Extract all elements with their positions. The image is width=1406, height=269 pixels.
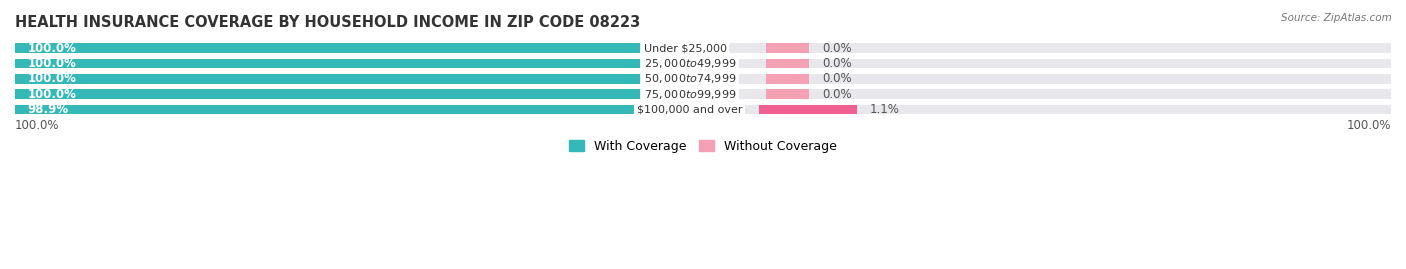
Bar [15,89,641,99]
Bar [15,105,1391,114]
Text: 100.0%: 100.0% [28,72,76,85]
Text: 1.1%: 1.1% [870,103,900,116]
Text: Under $25,000: Under $25,000 [644,43,727,53]
Bar [759,105,858,114]
Text: 100.0%: 100.0% [28,42,76,55]
Bar [765,89,810,99]
Text: 0.0%: 0.0% [823,72,852,85]
Text: 100.0%: 100.0% [1347,119,1391,132]
Text: 0.0%: 0.0% [823,57,852,70]
Text: HEALTH INSURANCE COVERAGE BY HOUSEHOLD INCOME IN ZIP CODE 08223: HEALTH INSURANCE COVERAGE BY HOUSEHOLD I… [15,15,640,30]
Legend: With Coverage, Without Coverage: With Coverage, Without Coverage [564,135,842,158]
Bar [15,59,1391,68]
Bar [15,89,1391,99]
Text: 100.0%: 100.0% [28,88,76,101]
Bar [15,43,1391,53]
Text: 98.9%: 98.9% [28,103,69,116]
Text: 100.0%: 100.0% [15,119,59,132]
Bar [15,43,641,53]
Bar [15,105,634,114]
Bar [15,74,641,84]
Text: $50,000 to $74,999: $50,000 to $74,999 [644,72,737,85]
Text: 0.0%: 0.0% [823,42,852,55]
Bar [765,59,810,68]
Bar [765,74,810,84]
Text: 0.0%: 0.0% [823,88,852,101]
Bar [765,43,810,53]
Text: $25,000 to $49,999: $25,000 to $49,999 [644,57,737,70]
Text: $75,000 to $99,999: $75,000 to $99,999 [644,88,737,101]
Text: 100.0%: 100.0% [28,57,76,70]
Bar [15,74,1391,84]
Text: $100,000 and over: $100,000 and over [637,104,742,114]
Bar [15,59,641,68]
Text: Source: ZipAtlas.com: Source: ZipAtlas.com [1281,13,1392,23]
